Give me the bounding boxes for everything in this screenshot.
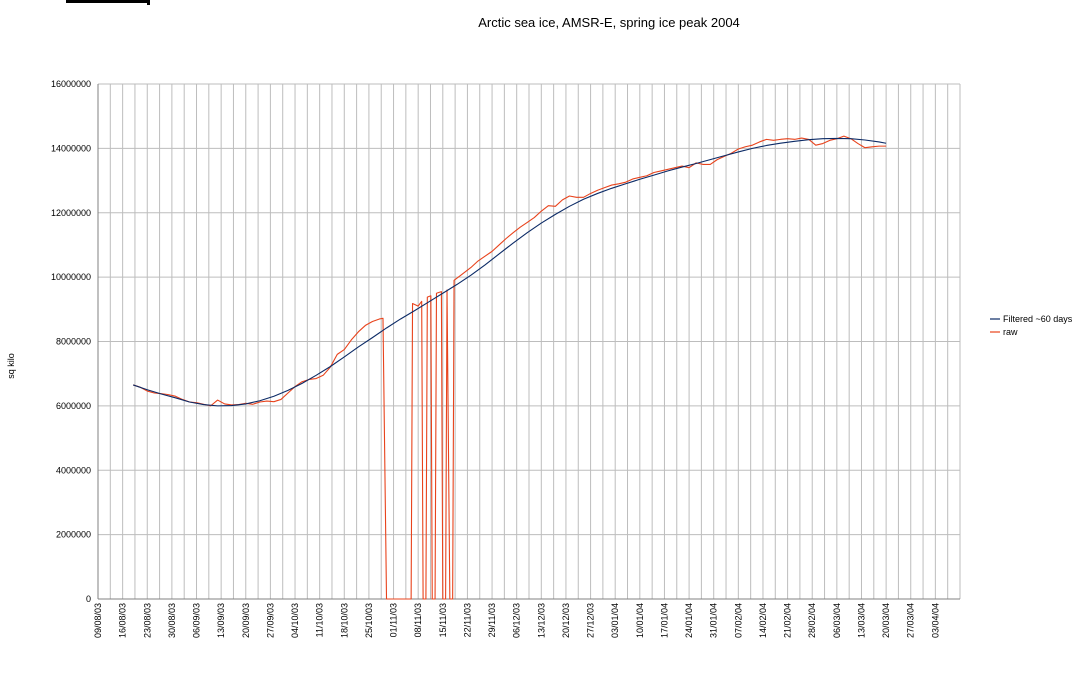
- x-tick-label: 21/02/04: [783, 603, 793, 638]
- x-tick-label: 03/01/04: [610, 603, 620, 638]
- x-tick-label: 29/11/03: [487, 603, 497, 637]
- x-tick-label: 13/03/04: [856, 603, 866, 638]
- legend-label-filtered: Filtered ~60 days: [1003, 314, 1073, 324]
- x-tick-label: 10/01/04: [635, 603, 645, 638]
- x-tick-label: 27/03/04: [906, 603, 916, 638]
- x-tick-label: 20/09/03: [241, 603, 251, 638]
- x-tick-label: 22/11/03: [462, 603, 472, 637]
- x-tick-label: 01/11/03: [389, 603, 399, 637]
- x-tick-label: 27/12/03: [586, 603, 596, 638]
- legend-label-raw: raw: [1003, 327, 1018, 337]
- grid-lines: [97, 83, 961, 600]
- x-tick-label: 17/01/04: [659, 603, 669, 638]
- x-tick-label: 08/11/03: [413, 603, 423, 637]
- logo-mark-tick: [147, 0, 150, 5]
- x-tick-label: 14/02/04: [758, 603, 768, 638]
- x-tick-label: 11/10/03: [315, 603, 325, 637]
- y-tick-labels: 0 2000000 4000000 6000000 8000000 10000000 120…: [51, 79, 91, 604]
- y-axis-label: sq kilo: [6, 353, 16, 379]
- y-tick-label: 6000000: [56, 401, 91, 411]
- x-tick-label: 03/04/04: [930, 603, 940, 638]
- x-tick-label: 09/08/03: [93, 603, 103, 638]
- x-tick-label: 07/02/04: [733, 603, 743, 638]
- x-tick-labels: 09/08/03 16/08/03 23/08/03 30/08/03 06/09/03…: [93, 603, 940, 638]
- y-tick-label: 2000000: [56, 530, 91, 540]
- y-tick-label: 4000000: [56, 465, 91, 475]
- x-tick-label: 06/12/03: [512, 603, 522, 638]
- y-tick-label: 14000000: [51, 143, 91, 153]
- x-tick-label: 13/12/03: [536, 603, 546, 638]
- y-tick-label: 16000000: [51, 79, 91, 89]
- x-tick-label: 06/09/03: [192, 603, 202, 638]
- x-tick-label: 06/03/04: [832, 603, 842, 638]
- x-tick-label: 20/03/04: [881, 603, 891, 638]
- y-tick-label: 10000000: [51, 272, 91, 282]
- x-tick-label: 20/12/03: [561, 603, 571, 638]
- y-tick-label: 8000000: [56, 337, 91, 347]
- x-tick-label: 16/08/03: [118, 603, 128, 638]
- x-tick-label: 18/10/03: [339, 603, 349, 638]
- axes: [97, 84, 960, 600]
- y-tick-label: 12000000: [51, 208, 91, 218]
- series-line-filtered: [133, 137, 887, 407]
- chart-title: Arctic sea ice, AMSR-E, spring ice peak …: [478, 15, 740, 30]
- x-tick-label: 24/01/04: [684, 603, 694, 638]
- x-tick-label: 27/09/03: [265, 603, 275, 638]
- y-tick-label: 0: [86, 594, 91, 604]
- x-tick-label: 25/10/03: [364, 603, 374, 638]
- x-tick-label: 23/08/03: [142, 603, 152, 638]
- series-lines: [133, 135, 887, 600]
- logo-mark: [66, 0, 150, 3]
- x-tick-label: 15/11/03: [438, 603, 448, 637]
- series-line-raw: [133, 135, 887, 600]
- x-tick-label: 30/08/03: [167, 603, 177, 638]
- x-tick-label: 13/09/03: [216, 603, 226, 638]
- x-tick-label: 31/01/04: [709, 603, 719, 638]
- x-tick-label: 04/10/03: [290, 603, 300, 638]
- legend: Filtered ~60 days raw: [990, 314, 1073, 337]
- x-tick-label: 28/02/04: [807, 603, 817, 638]
